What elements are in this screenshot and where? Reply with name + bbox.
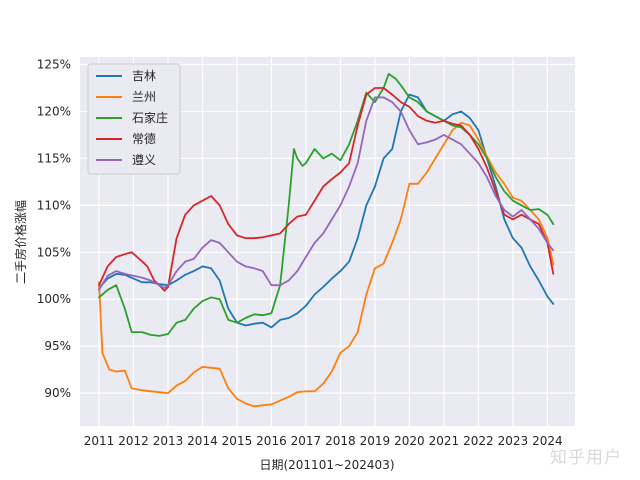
x-tick-label: 2019 [360, 434, 391, 448]
y-tick-label: 95% [44, 339, 71, 353]
legend-label: 吉林 [132, 69, 156, 83]
legend-label: 石家庄 [132, 110, 168, 125]
y-tick-label: 100% [37, 292, 71, 306]
x-tick-label: 2022 [463, 434, 494, 448]
legend-box [87, 63, 181, 175]
x-tick-label: 2012 [118, 434, 149, 448]
series-line-3 [98, 87, 555, 292]
series-lines [98, 73, 555, 408]
x-tick-label: 2024 [532, 434, 563, 448]
x-tick-label: 2020 [394, 434, 425, 448]
watermark: 知乎用户 [550, 448, 622, 468]
x-tick-label: 2018 [325, 434, 356, 448]
x-axis-ticks: 2011 2012 2013 2014 2015 2016 2017 2018 2019 2020… [84, 434, 563, 448]
x-axis-title: 日期(201101~202403) [259, 458, 394, 472]
y-tick-label: 105% [37, 245, 71, 259]
y-tick-label: 90% [44, 386, 71, 400]
y-tick-label: 115% [37, 151, 71, 165]
x-tick-label: 2015 [222, 434, 253, 448]
x-tick-label: 2017 [291, 434, 322, 448]
series-line-2 [98, 73, 555, 337]
series-line-4 [98, 96, 555, 291]
y-axis-ticks: 90% 95% 100% 105% 110% 115% 120% 125% [37, 58, 71, 401]
y-tick-label: 110% [37, 198, 71, 212]
y-axis-title: 二手房价格涨幅 [13, 200, 28, 284]
series-line-0 [98, 93, 555, 329]
x-tick-label: 2013 [153, 434, 184, 448]
x-tick-label: 2016 [256, 434, 287, 448]
series-line-1 [98, 121, 555, 408]
x-tick-label: 2014 [187, 434, 218, 448]
legend-label: 遵义 [132, 152, 156, 167]
y-tick-label: 125% [37, 58, 71, 72]
x-tick-label: 2023 [498, 434, 529, 448]
legend-label: 常德 [132, 131, 156, 146]
legend-label: 兰州 [132, 90, 156, 104]
y-tick-label: 120% [37, 104, 71, 118]
x-tick-label: 2011 [84, 434, 115, 448]
x-tick-label: 2021 [429, 434, 460, 448]
